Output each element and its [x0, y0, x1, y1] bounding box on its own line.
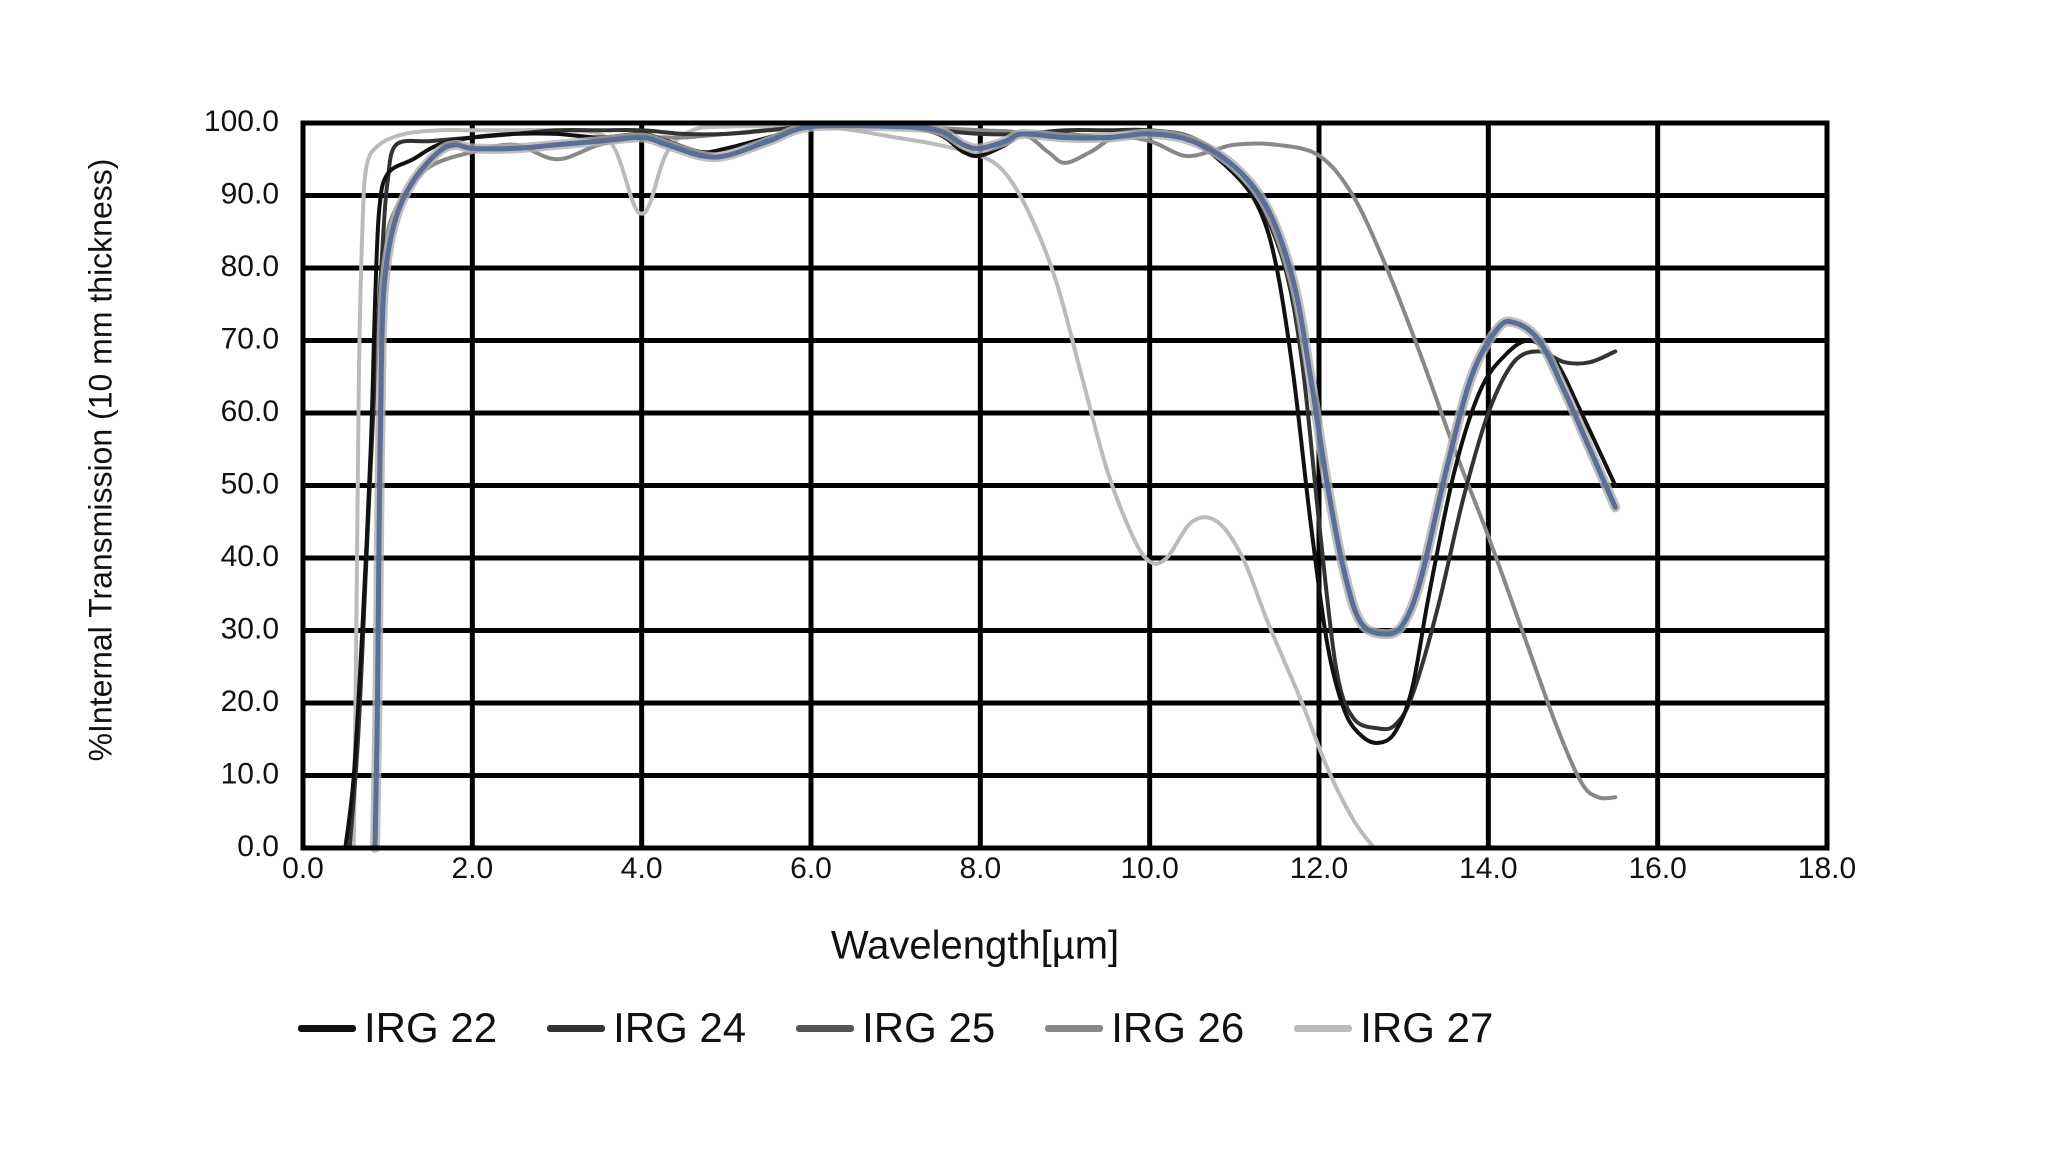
x-tick-label: 0.0: [282, 852, 324, 885]
legend-item-irg-25: IRG 25: [796, 1005, 995, 1051]
legend-item-irg-22: IRG 22: [298, 1005, 497, 1051]
y-tick-label: 80.0: [221, 250, 279, 283]
x-tick-label: 14.0: [1459, 852, 1517, 885]
legend-label: IRG 22: [364, 1004, 498, 1051]
x-tick-label: 8.0: [959, 852, 1001, 885]
gridlines: [300, 120, 1830, 851]
series-irg-24-line: [347, 124, 1618, 850]
legend-label: IRG 25: [862, 1004, 996, 1051]
y-tick-label: 50.0: [221, 467, 279, 500]
y-tick-label: 90.0: [221, 177, 279, 210]
y-tick-label: 70.0: [221, 322, 279, 355]
legend-item-irg-27: IRG 27: [1294, 1005, 1493, 1051]
series-layer: [343, 120, 1621, 853]
y-tick-label: 30.0: [221, 612, 279, 645]
legend-swatch: [1294, 1024, 1353, 1032]
legend-label: IRG 24: [613, 1004, 747, 1051]
x-tick-label: 10.0: [1120, 852, 1178, 885]
legend-label: IRG 26: [1111, 1004, 1245, 1051]
legend-swatch: [796, 1024, 855, 1032]
series-irg-25-line: [372, 122, 1618, 851]
y-tick-label: 10.0: [221, 757, 279, 790]
legend-label: IRG 27: [1360, 1004, 1494, 1051]
x-tick-label: 6.0: [790, 852, 832, 885]
y-axis-ticks: 0.0 10.0 20.0 30.0 40.0 50.0 60.0 70.0 80.0 90.0 1…: [204, 105, 279, 863]
x-tick-label: 4.0: [621, 852, 663, 885]
x-tick-label: 2.0: [451, 852, 493, 885]
legend: IRG 22 IRG 24 IRG 25 IRG 26 IRG 27: [298, 1005, 1543, 1051]
x-axis-label: Wavelength[µm]: [831, 924, 1119, 968]
y-tick-label: 20.0: [221, 685, 279, 718]
legend-swatch: [547, 1024, 606, 1032]
x-axis-ticks: 0.0 2.0 4.0 6.0 8.0 10.0 12.0 14.0 16.0 18.0: [282, 852, 1856, 885]
y-tick-label: 60.0: [221, 395, 279, 428]
y-tick-label: 40.0: [221, 540, 279, 573]
y-tick-label: 0.0: [237, 830, 279, 863]
x-tick-label: 16.0: [1628, 852, 1686, 885]
legend-item-irg-26: IRG 26: [1045, 1005, 1244, 1051]
legend-swatch: [298, 1024, 356, 1032]
plot-border: [300, 120, 1830, 851]
y-tick-label: 100.0: [204, 105, 279, 138]
legend-item-irg-24: IRG 24: [547, 1005, 746, 1051]
legend-swatch: [1045, 1024, 1104, 1032]
x-tick-label: 18.0: [1798, 852, 1856, 885]
x-tick-label: 12.0: [1290, 852, 1348, 885]
y-axis-label: %Internal Transmission (10 mm thickness): [82, 159, 118, 762]
